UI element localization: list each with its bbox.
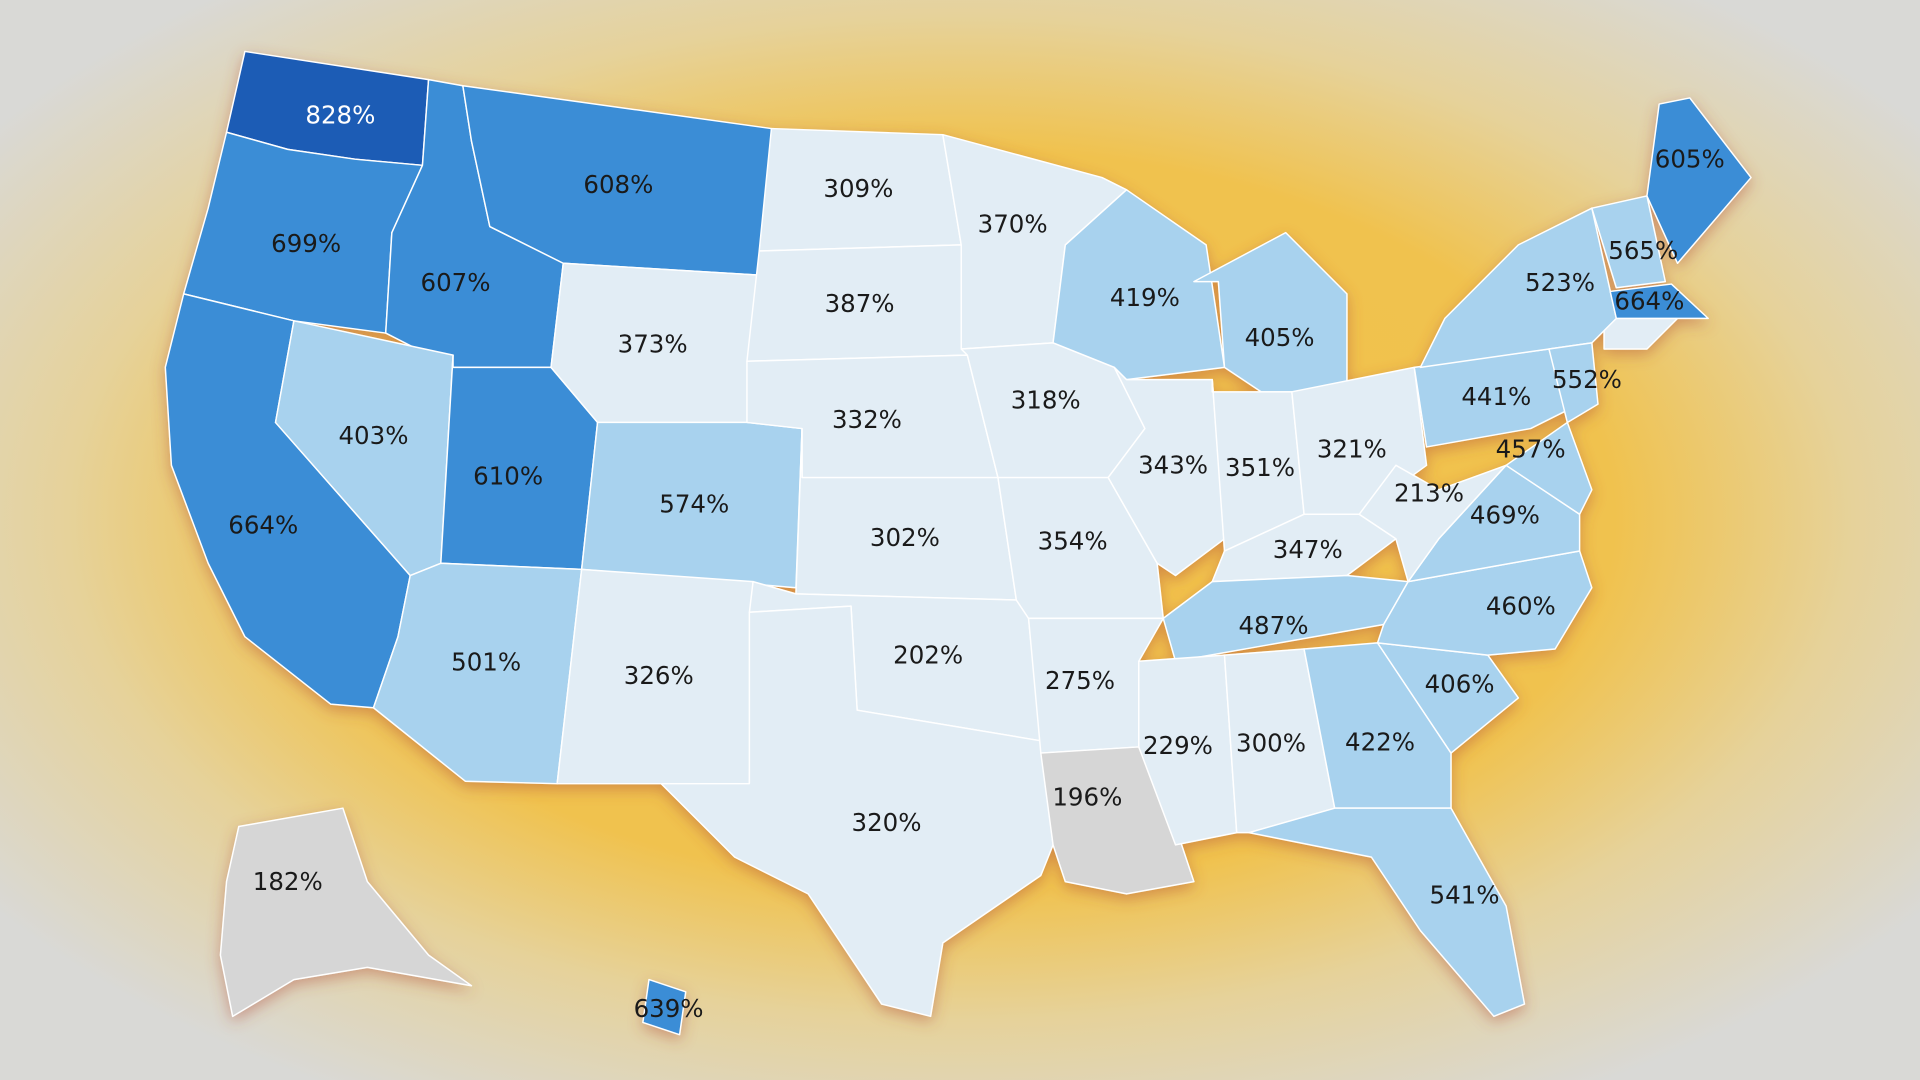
- state-label: 541%: [1430, 880, 1500, 909]
- state-label: 403%: [338, 421, 408, 450]
- state-label: 639%: [634, 994, 704, 1023]
- state-label: 405%: [1245, 323, 1315, 352]
- state-label: 565%: [1608, 236, 1678, 265]
- state-label: 351%: [1225, 453, 1295, 482]
- state: [219, 807, 473, 1018]
- state-label: 469%: [1470, 501, 1540, 530]
- state-label: 664%: [228, 511, 298, 540]
- state-label: 309%: [823, 174, 893, 203]
- state-label: 300%: [1236, 728, 1306, 757]
- state-label: 354%: [1038, 526, 1108, 555]
- state-label: 320%: [852, 808, 922, 837]
- state: [1505, 421, 1593, 516]
- state-label: 460%: [1486, 591, 1556, 620]
- state-label: 332%: [832, 405, 902, 434]
- state-label: 828%: [305, 100, 375, 129]
- state-label: 213%: [1394, 479, 1464, 508]
- state-label: 347%: [1273, 535, 1343, 564]
- state-label: 406%: [1425, 670, 1495, 699]
- labels: 828% 699% 664% 607% 608% 403% 610% 501% 373% 574%…: [228, 100, 1724, 1023]
- state-label: 387%: [825, 289, 895, 318]
- state: [660, 605, 1054, 1018]
- state-label: 373%: [618, 329, 688, 358]
- state: [1646, 97, 1752, 264]
- state-label: 607%: [421, 268, 491, 297]
- state-label: 196%: [1052, 782, 1122, 811]
- state-label: 302%: [870, 523, 940, 552]
- state-label: 275%: [1045, 666, 1115, 695]
- state-label: 229%: [1143, 731, 1213, 760]
- state: [1548, 342, 1599, 424]
- state-label: 343%: [1138, 451, 1208, 480]
- state-label: 552%: [1552, 365, 1622, 394]
- state: [1358, 464, 1507, 583]
- state-label: 321%: [1317, 435, 1387, 464]
- state-label: 457%: [1496, 435, 1566, 464]
- state-label: 574%: [659, 490, 729, 519]
- state: [1303, 642, 1452, 809]
- state-label: 326%: [624, 661, 694, 690]
- state-label: 318%: [1011, 386, 1081, 415]
- state-label: 501%: [451, 648, 521, 677]
- state: [1248, 807, 1526, 1018]
- state-label: 664%: [1614, 286, 1684, 315]
- state-label: 523%: [1525, 268, 1595, 297]
- state-label: 608%: [583, 170, 653, 199]
- state-label: 370%: [978, 209, 1048, 238]
- state-label: 419%: [1110, 283, 1180, 312]
- states: [164, 50, 1752, 1036]
- state: [1419, 207, 1618, 369]
- state-label: 487%: [1238, 611, 1308, 640]
- state-label: 441%: [1461, 382, 1531, 411]
- state: [1138, 654, 1238, 846]
- state-label: 605%: [1655, 144, 1725, 173]
- state-label: 182%: [253, 867, 323, 896]
- state: [1609, 283, 1709, 320]
- state: [642, 978, 687, 1036]
- state: [1591, 195, 1667, 289]
- state-label: 610%: [473, 462, 543, 491]
- state-label: 202%: [893, 640, 963, 669]
- state-label: 699%: [271, 229, 341, 258]
- state: [1052, 189, 1226, 381]
- state-label: 422%: [1345, 727, 1415, 756]
